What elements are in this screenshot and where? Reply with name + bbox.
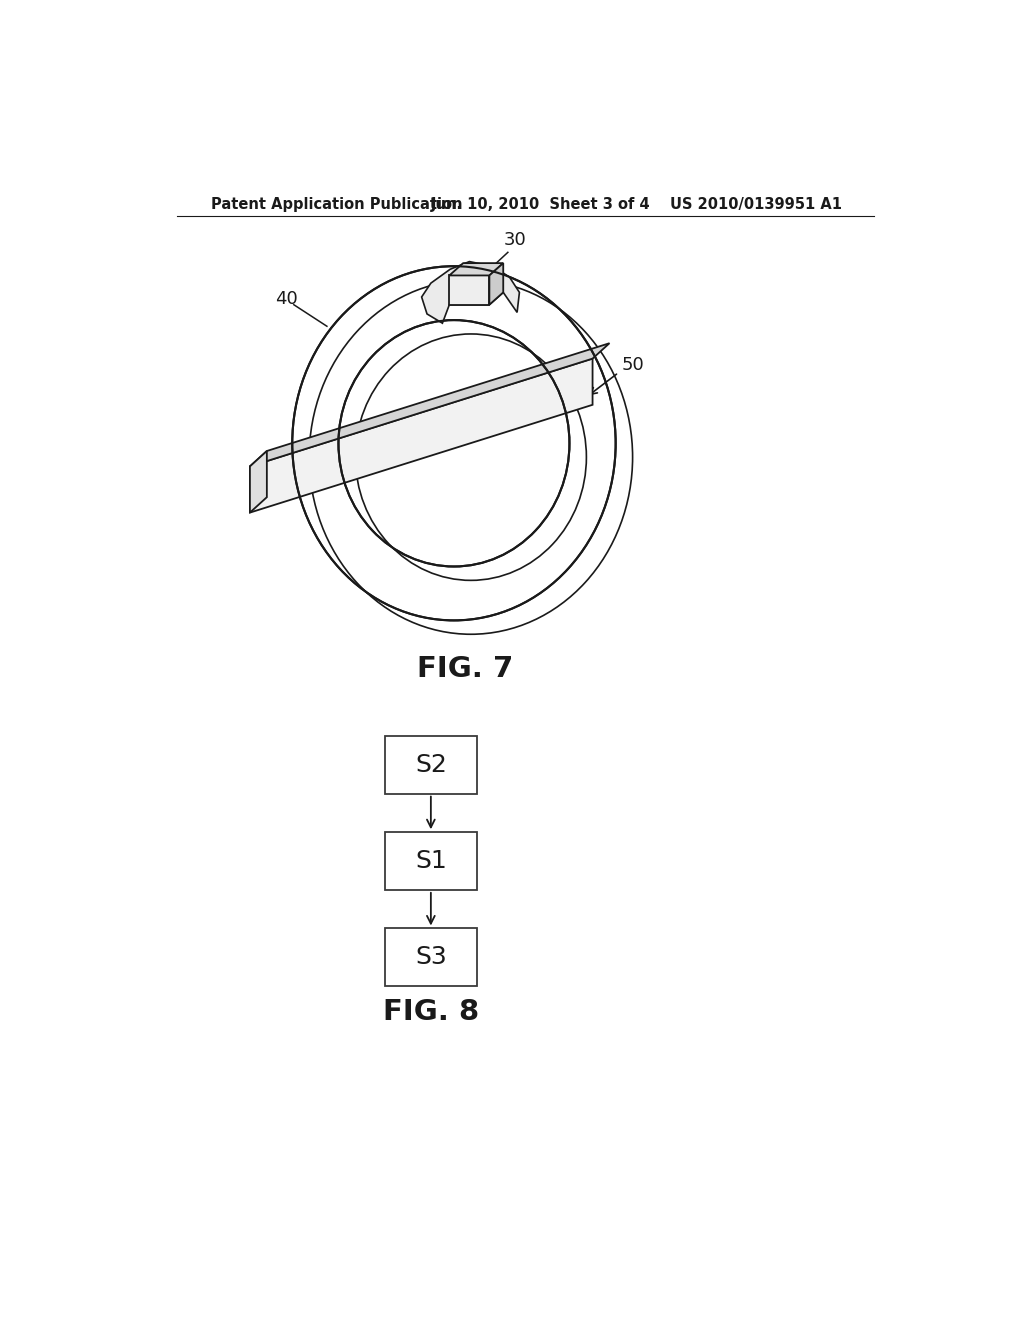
Text: US 2010/0139951 A1: US 2010/0139951 A1 xyxy=(670,197,842,213)
Text: S3: S3 xyxy=(415,945,446,969)
Bar xyxy=(385,737,477,793)
Text: 40: 40 xyxy=(275,289,298,308)
Text: S2: S2 xyxy=(415,752,446,776)
Polygon shape xyxy=(250,343,609,466)
Polygon shape xyxy=(489,263,503,305)
Text: 50: 50 xyxy=(622,356,644,374)
Polygon shape xyxy=(450,276,489,305)
Text: 30: 30 xyxy=(504,231,527,249)
Polygon shape xyxy=(422,261,519,323)
Text: S1: S1 xyxy=(415,849,446,873)
Text: Patent Application Publication: Patent Application Publication xyxy=(211,197,463,213)
Text: FIG. 8: FIG. 8 xyxy=(383,998,479,1026)
Text: Jun. 10, 2010  Sheet 3 of 4: Jun. 10, 2010 Sheet 3 of 4 xyxy=(431,197,650,213)
Polygon shape xyxy=(450,263,503,276)
Bar xyxy=(385,928,477,986)
Polygon shape xyxy=(250,359,593,512)
Polygon shape xyxy=(250,451,267,512)
Text: FIG. 7: FIG. 7 xyxy=(418,655,514,682)
Bar xyxy=(385,832,477,890)
